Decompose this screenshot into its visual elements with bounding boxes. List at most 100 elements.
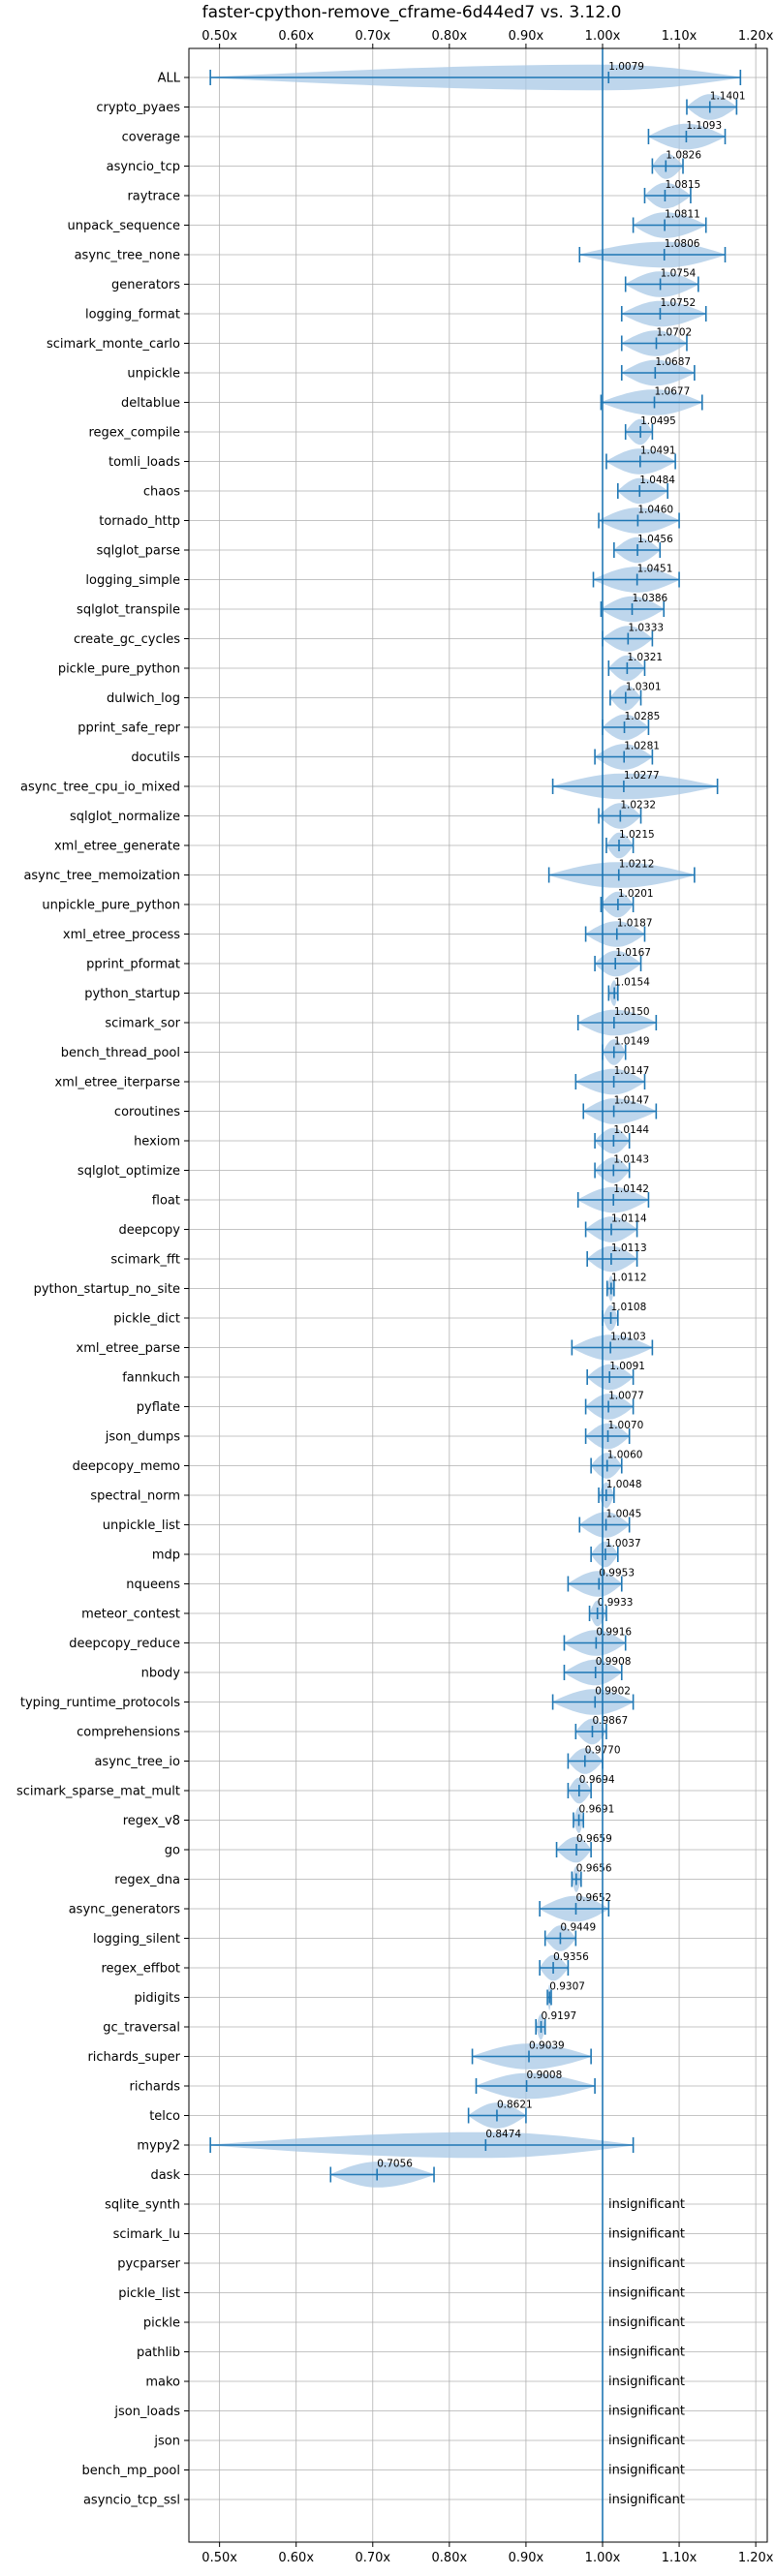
benchmark-nqueens: nqueens 0.9953 (126, 1568, 635, 1597)
y-tick-label: richards_super (87, 2050, 180, 2065)
benchmark-xml_etree_process: xml_etree_process 1.0187 (63, 918, 653, 947)
value-label: 0.8474 (485, 2129, 521, 2140)
benchmark-generators: generators 1.0754 (111, 268, 699, 297)
benchmark-float: float 1.0142 (152, 1183, 650, 1213)
value-label: 0.9659 (576, 1833, 612, 1845)
chart-title: faster-cpython-remove_cframe-6d44ed7 vs.… (202, 3, 622, 22)
value-label: 1.0277 (624, 770, 660, 782)
y-tick-label: dulwich_log (107, 691, 180, 706)
y-tick-label: scimark_sor (105, 1017, 180, 1031)
value-label: 0.9307 (549, 1981, 585, 1993)
value-label: 1.0495 (640, 415, 676, 427)
benchmark-spectral_norm: spectral_norm 1.0048 (90, 1479, 642, 1509)
y-tick-label: coroutines (114, 1105, 180, 1119)
y-tick-label: xml_etree_process (63, 928, 180, 942)
value-label: 1.0212 (619, 859, 655, 871)
value-label: 1.0048 (606, 1479, 642, 1490)
value-label: 1.0386 (633, 593, 668, 604)
x-tick-top-label-1: 0.60x (278, 29, 314, 44)
y-tick-label: pickle_dict (113, 1312, 180, 1327)
y-tick-label: bench_thread_pool (61, 1046, 180, 1060)
x-tick-bottom-label-2: 0.70x (355, 2551, 390, 2565)
benchmark-gc_traversal: gc_traversal 0.9197 (103, 2010, 576, 2040)
benchmark-xml_etree_iterparse: xml_etree_iterparse 1.0147 (54, 1065, 649, 1095)
value-label: 1.0281 (624, 741, 660, 752)
value-label: 1.0144 (613, 1124, 649, 1136)
value-label: 1.0285 (625, 711, 661, 722)
value-label: 0.9652 (575, 1892, 611, 1904)
x-tick-top-label-7: 1.20x (738, 29, 774, 44)
value-label: 0.9656 (576, 1863, 612, 1875)
y-tick-label: async_generators (69, 1903, 181, 1917)
benchmark-pidigits: pidigits 0.9307 (135, 1981, 585, 2010)
benchmark-pickle_pure_python: pickle_pure_python 1.0321 (58, 652, 663, 682)
y-tick-label: raytrace (127, 190, 180, 204)
y-tick-label: dask (150, 2168, 180, 2183)
y-tick-label: sqlglot_normalize (70, 810, 180, 824)
x-axis-bottom: 0.50x 0.60x 0.70x 0.80x 0.90x 1.00x 1.10x 1.20x (202, 2542, 774, 2565)
insignificant-label: insignificant (608, 2405, 685, 2419)
value-label: 0.7056 (377, 2159, 413, 2170)
value-label: 1.0187 (617, 918, 653, 930)
benchmark-unpickle: unpickle 1.0687 (127, 356, 696, 386)
y-tick-label: pathlib (137, 2346, 180, 2360)
value-label: 1.0826 (666, 150, 701, 162)
y-tick-label: mako (145, 2376, 180, 2390)
y-tick-label: tornado_http (99, 514, 180, 529)
x-tick-bottom-label-5: 1.00x (585, 2551, 621, 2565)
benchmark-json: json insignificant (153, 2434, 685, 2449)
y-tick-label: fannkuch (122, 1371, 180, 1386)
y-tick-label: bench_mp_pool (81, 2464, 180, 2478)
benchmark-asyncio_tcp_ssl: asyncio_tcp_ssl insignificant (83, 2493, 685, 2508)
y-tick-label: pidigits (135, 1991, 181, 2006)
benchmark-mypy2: mypy2 0.8474 (137, 2129, 635, 2159)
value-label: 1.0677 (655, 386, 691, 398)
y-tick-label: richards (130, 2080, 181, 2095)
benchmark-telco: telco 0.8621 (149, 2100, 533, 2129)
y-tick-label: tomli_loads (108, 455, 180, 470)
x-tick-top-label-3: 0.80x (432, 29, 468, 44)
benchmark-rows: ALL 1.0079 crypto_pyaes 1.1401 coverage 1.109… (16, 61, 746, 2508)
benchmark-chaos: chaos 1.0484 (143, 475, 675, 505)
y-tick-label: sqlglot_parse (97, 544, 180, 559)
benchmark-pprint_safe_repr: pprint_safe_repr 1.0285 (78, 711, 661, 741)
benchmark-bench_thread_pool: bench_thread_pool 1.0149 (61, 1036, 650, 1065)
benchmark-pycparser: pycparser insignificant (117, 2256, 685, 2272)
benchmark-scimark_lu: scimark_lu insignificant (113, 2227, 685, 2243)
x-tick-bottom-label-0: 0.50x (202, 2551, 237, 2565)
value-label: 1.0077 (608, 1391, 644, 1402)
benchmark-tornado_http: tornado_http 1.0460 (99, 505, 680, 534)
y-tick-label: nbody (141, 1667, 181, 1681)
benchmark-comprehensions: comprehensions 0.9867 (77, 1715, 628, 1745)
value-label: 1.0456 (637, 534, 673, 545)
y-tick-label: xml_etree_parse (77, 1341, 180, 1356)
y-tick-label: typing_runtime_protocols (20, 1696, 180, 1710)
value-label: 1.0112 (611, 1273, 647, 1284)
value-label: 1.0702 (657, 327, 693, 339)
y-tick-label: ALL (158, 72, 181, 86)
value-label: 1.0103 (610, 1332, 646, 1343)
benchmark-xml_etree_parse: xml_etree_parse 1.0103 (77, 1332, 654, 1361)
y-tick-label: logging_silent (93, 1932, 180, 1947)
y-tick-label: deepcopy_memo (73, 1459, 180, 1474)
benchmark-regex_v8: regex_v8 0.9691 (123, 1804, 614, 1833)
benchmark-ALL: ALL 1.0079 (158, 61, 742, 91)
y-tick-label: unpickle_list (103, 1518, 180, 1533)
benchmark-sqlglot_transpile: sqlglot_transpile 1.0386 (77, 593, 668, 623)
value-label: 1.0754 (661, 268, 697, 280)
value-label: 1.1093 (686, 120, 722, 132)
benchmark-docutils: docutils 1.0281 (131, 741, 660, 770)
value-label: 1.0147 (614, 1095, 650, 1107)
plot-frame (188, 47, 768, 2543)
value-label: 0.9449 (560, 1922, 596, 1934)
benchmark-hexiom: hexiom 1.0144 (134, 1124, 649, 1154)
value-label: 1.0037 (605, 1538, 641, 1549)
grid (189, 48, 767, 2542)
x-tick-bottom-label-6: 1.10x (662, 2551, 698, 2565)
value-label: 1.0451 (637, 564, 673, 575)
benchmark-unpack_sequence: unpack_sequence 1.0811 (67, 209, 707, 238)
value-label: 0.9867 (592, 1715, 628, 1727)
benchmark-coroutines: coroutines 1.0147 (114, 1095, 658, 1124)
insignificant-label: insignificant (608, 2346, 685, 2360)
